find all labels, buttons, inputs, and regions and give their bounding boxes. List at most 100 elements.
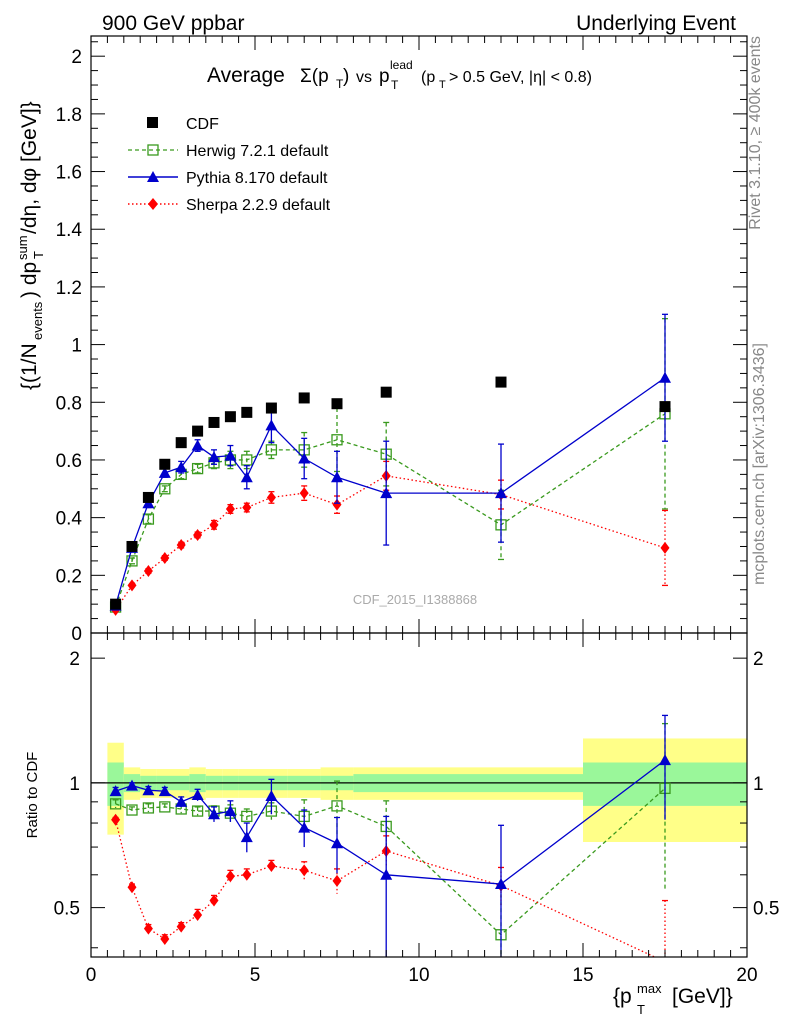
pythia-main-point (298, 452, 311, 464)
title-sigma-sub: T (336, 77, 344, 91)
xlabel-T: T (637, 1002, 645, 1017)
pythia-main-point (158, 466, 171, 478)
herwig-ratio-line (115, 787, 666, 936)
herwig-ratio-point (241, 810, 253, 823)
pythia-main-point (380, 487, 393, 499)
cdf-main-point (175, 437, 187, 449)
sherpa-ratio-point (266, 860, 276, 873)
pythia-main-point (495, 487, 507, 499)
cdf-main-point (331, 398, 343, 410)
title-cut-rest: > 0.5 GeV, |η| < 0.8) (449, 69, 592, 86)
herwig-main-point (159, 483, 171, 495)
pythia-ratio-point (109, 785, 122, 797)
ratio-tick-label-right: 2 (753, 649, 764, 670)
ylabel-part2: ) dp (18, 262, 41, 298)
sherpa-ratio-point (127, 881, 137, 894)
sherpa-ratio-point (332, 874, 342, 887)
sherpa-main-point (266, 491, 276, 504)
main-plot-area (109, 313, 671, 616)
sherpa-ratio-point (225, 870, 235, 883)
legend: CDF Herwig 7.2.1 default Pythia 8.170 de… (128, 116, 331, 214)
y-tick-label: 2 (71, 47, 82, 68)
cdf-main-point (298, 392, 310, 404)
ratio-tick-label-left: 1 (69, 774, 80, 795)
sherpa-main-point (143, 564, 153, 577)
header-right: Underlying Event (576, 12, 736, 35)
xlabel-max: max (637, 981, 662, 996)
y-tick-label: 0.4 (56, 509, 83, 530)
ylabel-events: events (30, 301, 45, 340)
y-tick-label: 0 (71, 624, 82, 645)
pythia-ratio-point (298, 821, 311, 833)
cdf-main-point (380, 386, 392, 398)
pythia-main-point (331, 471, 343, 483)
sherpa-main-point (225, 502, 235, 515)
herwig-main-point (331, 434, 343, 446)
herwig-ratio-point (109, 798, 122, 810)
title-sigma: Σ(p (300, 66, 329, 87)
cdf-main-point (224, 411, 236, 423)
mcplots-label: mcplots.cern.ch [arXiv:1306.3436] (751, 343, 768, 585)
rivet-label: Rivet 3.1.10, ≥ 400k events (747, 36, 764, 230)
ratio-tick-label-left: 2 (69, 649, 80, 670)
pythia-main-point (191, 439, 204, 451)
pythia-ratio-point (495, 878, 507, 890)
y-tick-label: 1.8 (56, 105, 82, 126)
x-tick-label: 0 (86, 965, 97, 986)
y-tick-label: 1.6 (56, 163, 82, 184)
ratio-bands (91, 738, 747, 842)
title-p: p (379, 66, 390, 87)
pythia-ratio-point (331, 837, 343, 849)
pythia-main-point (659, 371, 671, 383)
ylabel-T: T (31, 251, 46, 259)
legend-sherpa-label: Sherpa 2.2.9 default (186, 197, 331, 214)
title-average: Average (207, 64, 285, 87)
legend-herwig-marker (147, 144, 159, 156)
pythia-main-point (240, 471, 253, 483)
herwig-main-point (241, 454, 253, 466)
ylabel-part3: /dη, dφ [GeV]} (18, 101, 41, 234)
herwig-main-line (114, 413, 666, 608)
sherpa-main-point (660, 541, 670, 554)
pythia-ratio-point (126, 779, 138, 791)
xlabel-part1: {p (613, 985, 632, 1008)
title-cut: (p (421, 69, 435, 86)
title-sigma-close: ) (343, 66, 349, 87)
cdf-main-point (142, 491, 154, 503)
sherpa-ratio-point (242, 868, 252, 881)
ratio-y-axis-label: Ratio to CDF (24, 752, 41, 839)
cdf-main-point (241, 406, 253, 418)
pythia-ratio-point (142, 784, 155, 796)
pythia-main-point (224, 449, 237, 461)
herwig-ratio-point (142, 802, 155, 814)
cdf-main-point (192, 425, 204, 437)
ratio-tick-label-left: 0.5 (54, 899, 80, 920)
sherpa-ratio-point (209, 894, 219, 907)
sherpa-main-point (176, 539, 186, 552)
sherpa-ratio-point (176, 920, 186, 933)
pythia-ratio-point (659, 754, 671, 766)
pythia-ratio-point (191, 788, 204, 800)
axes: 0 5 10 15 20 0 0.2 0.4 0.6 0.8 1 1.2 1.4 1.6 1.8 2 0.5 0.… (54, 35, 779, 986)
ratio-tick-label-right: 1 (753, 774, 764, 795)
sherpa-ratio-point (160, 932, 170, 945)
ratio-plot-area (109, 714, 671, 957)
pythia-ratio-point (240, 831, 253, 843)
cdf-main-point (126, 540, 138, 552)
cdf-main-point (495, 376, 507, 388)
title-p-sup: lead (390, 58, 413, 72)
cdf-main-point (159, 458, 171, 470)
ylabel-sum: sum (15, 235, 30, 260)
x-tick-label: 10 (408, 965, 429, 986)
sherpa-main-point (160, 552, 170, 565)
analysis-watermark: CDF_2015_I1388868 (353, 592, 477, 607)
pythia-ratio-point (224, 805, 237, 817)
legend-pythia-label: Pythia 8.170 default (186, 170, 328, 187)
herwig-main-point (142, 513, 155, 525)
y-tick-label: 1.2 (56, 278, 82, 299)
ratio-tick-label-right: 0.5 (753, 899, 779, 920)
sherpa-ratio-point (111, 813, 121, 826)
sherpa-main-point (209, 518, 219, 531)
pythia-main-line (114, 377, 666, 606)
